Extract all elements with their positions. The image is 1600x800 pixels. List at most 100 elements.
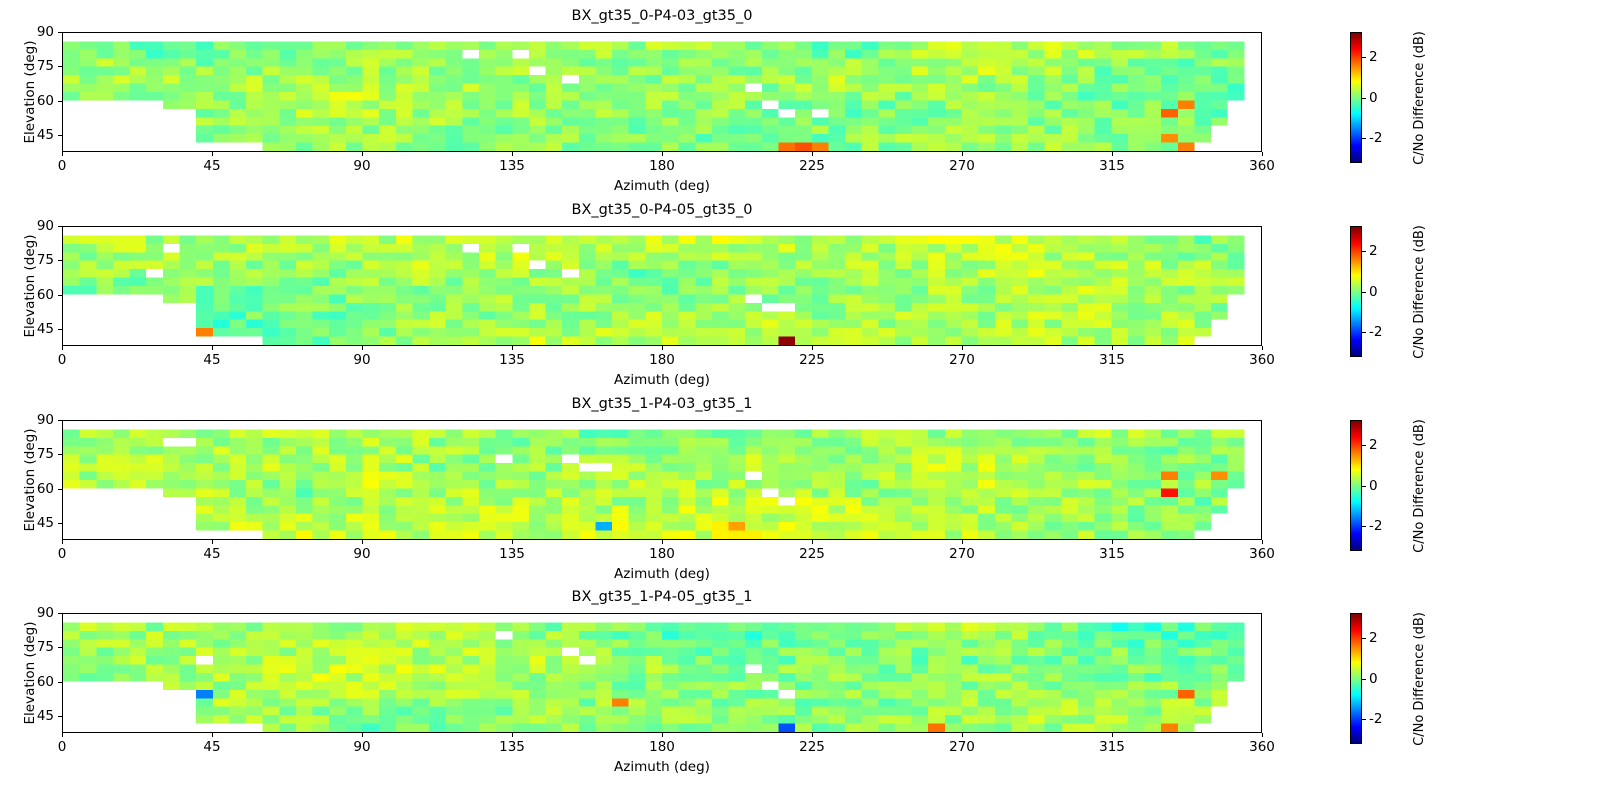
x-tick-label: 180 [649,739,675,755]
y-tick [58,100,62,102]
x-tick [812,152,813,156]
x-tick [512,152,513,156]
subplot-title: BX_gt35_1-P4-03_gt35_1 [571,396,753,412]
x-tick-label: 90 [353,158,371,174]
subplot-title: BX_gt35_0-P4-03_gt35_0 [571,8,753,24]
heatmap-axes [62,613,1262,733]
colorbar-tick [1362,444,1366,446]
y-tick-label: 75 [36,58,54,75]
y-tick-label: 75 [36,639,54,656]
colorbar-tick [1362,485,1366,487]
colorbar-tick-label: 2 [1369,242,1378,259]
y-tick-label: 90 [36,218,54,234]
x-tick-label: 135 [499,158,525,174]
y-tick-label: 45 [36,707,54,724]
x-axis-label: Azimuth (deg) [614,759,710,775]
x-tick [1112,346,1113,350]
y-tick [58,647,62,649]
y-axis-label: Elevation (deg) [22,234,38,338]
x-tick [362,540,363,544]
colorbar-tick-label: -2 [1369,324,1383,341]
y-tick-label: 75 [36,252,54,269]
y-tick [58,420,62,421]
x-tick [362,733,363,737]
y-tick [58,488,62,490]
x-tick-label: 90 [353,352,371,368]
colorbar-tick-label: -2 [1369,518,1383,535]
x-tick [62,733,63,737]
heatmap-axes [62,420,1262,540]
y-axis-label: Elevation (deg) [22,428,38,532]
y-tick [58,613,62,614]
colorbar-gradient [1351,227,1361,356]
y-tick [58,454,62,456]
x-tick-label: 315 [1099,352,1125,368]
y-tick [58,522,62,524]
x-tick-label: 0 [57,158,67,174]
y-tick-label: 90 [36,24,54,40]
x-tick [812,540,813,544]
y-tick [58,226,62,227]
x-tick-label: 270 [949,158,975,174]
colorbar-tick-label: 2 [1369,629,1378,646]
colorbar-tick-label: 0 [1369,670,1378,687]
colorbar-label: C/No Difference (dB) [1412,611,1427,746]
x-tick-label: 360 [1249,546,1275,562]
x-tick-label: 270 [949,546,975,562]
colorbar-tick [1362,291,1366,293]
x-tick [1262,540,1263,544]
colorbar-tick [1362,97,1366,99]
colorbar-tick-label: 2 [1369,48,1378,65]
x-tick [962,152,963,156]
colorbar-tick [1362,138,1366,140]
y-tick [58,32,62,33]
y-tick [58,294,62,296]
y-tick-label: 60 [36,92,54,109]
heatmap-axes [62,32,1262,152]
x-tick-label: 360 [1249,158,1275,174]
x-tick-label: 225 [799,546,825,562]
y-axis-label: Elevation (deg) [22,621,38,725]
x-tick-label: 225 [799,158,825,174]
subplot-title: BX_gt35_1-P4-05_gt35_1 [571,589,753,605]
colorbar-tick [1362,526,1366,528]
colorbar-tick [1362,637,1366,639]
x-tick-label: 360 [1249,352,1275,368]
heatmap-cells [63,421,1261,539]
heatmap-cells [63,614,1261,732]
colorbar-tick [1362,719,1366,721]
colorbar-label: C/No Difference (dB) [1412,418,1427,553]
y-tick [58,66,62,68]
x-axis-label: Azimuth (deg) [614,178,710,194]
x-tick-label: 180 [649,158,675,174]
x-tick-label: 180 [649,352,675,368]
x-tick [512,346,513,350]
colorbar [1350,613,1362,744]
colorbar-tick-label: -2 [1369,711,1383,728]
y-tick-label: 60 [36,480,54,497]
x-tick [962,540,963,544]
x-tick [1112,540,1113,544]
x-tick [212,733,213,737]
x-tick [962,733,963,737]
x-tick [1112,152,1113,156]
x-tick-label: 270 [949,739,975,755]
colorbar-tick [1362,250,1366,252]
x-tick-label: 45 [203,158,221,174]
x-tick [212,346,213,350]
y-tick-label: 45 [36,320,54,337]
x-tick [1112,733,1113,737]
x-tick-label: 45 [203,352,221,368]
colorbar-gradient [1351,614,1361,743]
x-tick-label: 135 [499,546,525,562]
y-tick [58,328,62,330]
colorbar-tick [1362,678,1366,680]
y-tick-label: 90 [36,605,54,621]
colorbar-label: C/No Difference (dB) [1412,224,1427,359]
x-tick [1262,733,1263,737]
x-tick-label: 315 [1099,158,1125,174]
x-tick [962,346,963,350]
x-tick [512,733,513,737]
colorbar [1350,420,1362,551]
